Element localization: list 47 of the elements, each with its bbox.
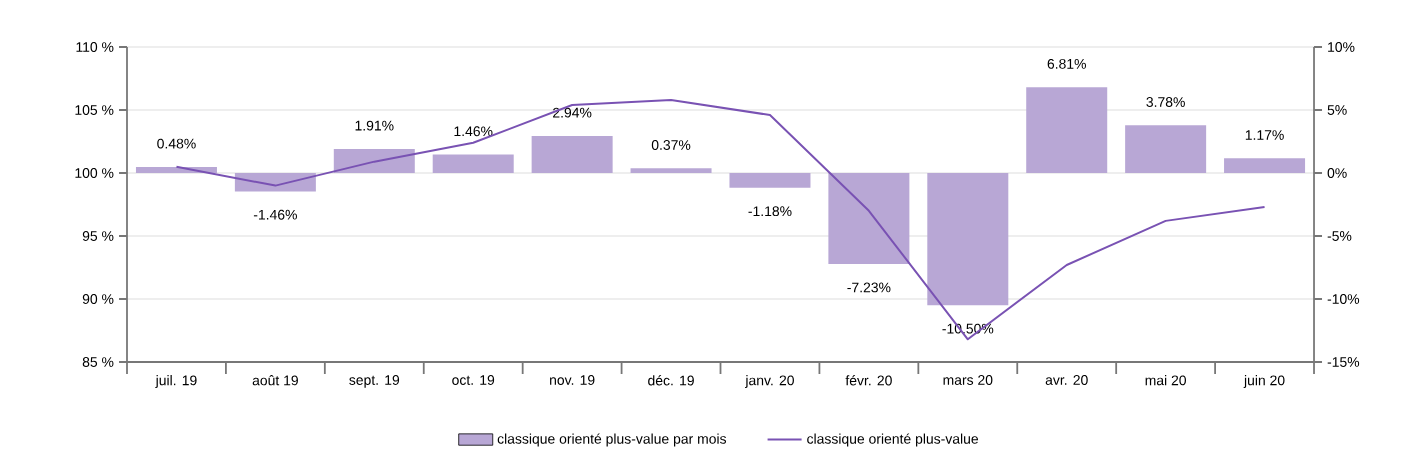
x-tick-label: avr. 20 — [1045, 375, 1088, 385]
data-label: 1.17% — [1245, 130, 1284, 140]
x-tick-label: févr. 20 — [845, 375, 892, 386]
data-label: 0.37% — [651, 140, 691, 150]
y2-tick-label: 10% — [1328, 42, 1355, 52]
y2-tick-label: -15% — [1327, 357, 1360, 367]
x-tick-label: déc. 19 — [648, 375, 694, 386]
bar — [333, 148, 415, 173]
x-tick-label: janv. 20 — [745, 375, 794, 389]
y2-tick-label: 0% — [1327, 168, 1347, 178]
bar — [1125, 125, 1207, 173]
data-label: -1.46% — [253, 209, 297, 220]
data-label: 0.48% — [157, 138, 196, 149]
x-tick-label: juin 20 — [1243, 375, 1285, 389]
legend-label: classique orienté plus-value — [807, 433, 979, 447]
data-label: -7.23% — [847, 282, 891, 293]
bar — [630, 168, 712, 173]
data-label: 6.81% — [1047, 58, 1086, 69]
x-tick-label: mars 20 — [943, 375, 993, 385]
y-tick-label: 110 % — [76, 42, 114, 52]
y-tick-label: 100 % — [75, 168, 114, 178]
data-label: 1.46% — [454, 126, 493, 137]
bar — [1224, 158, 1306, 173]
y2-tick-label: -10% — [1327, 294, 1360, 304]
data-label: 1.91% — [355, 120, 394, 131]
x-tick-label: août 19 — [252, 375, 298, 386]
bar — [729, 173, 811, 188]
x-tick-label: nov. 19 — [550, 375, 595, 385]
bar — [432, 154, 514, 173]
x-tick-label: mai 20 — [1145, 375, 1187, 386]
data-label: 3.78% — [1146, 97, 1185, 107]
data-label: -1.18% — [748, 206, 792, 217]
y-tick-label: 85 % — [82, 357, 114, 367]
y2-tick-label: 5% — [1327, 105, 1347, 115]
x-tick-label: juil. 19 — [155, 375, 197, 389]
bar — [531, 135, 613, 173]
y-tick-label: 105 % — [75, 105, 114, 115]
bar — [927, 173, 1009, 306]
x-tick-label: sept. 19 — [349, 375, 400, 388]
bar — [828, 173, 910, 265]
data-label: 2.94% — [553, 107, 592, 118]
y2-tick-label: -5% — [1327, 231, 1352, 241]
y-tick-label: 95 % — [82, 231, 114, 241]
legend-label: classique orienté plus-value par mois — [497, 433, 727, 447]
bar — [1026, 87, 1108, 173]
y-tick-label: 90 % — [82, 294, 114, 304]
x-tick-label: oct. 19 — [452, 375, 495, 385]
